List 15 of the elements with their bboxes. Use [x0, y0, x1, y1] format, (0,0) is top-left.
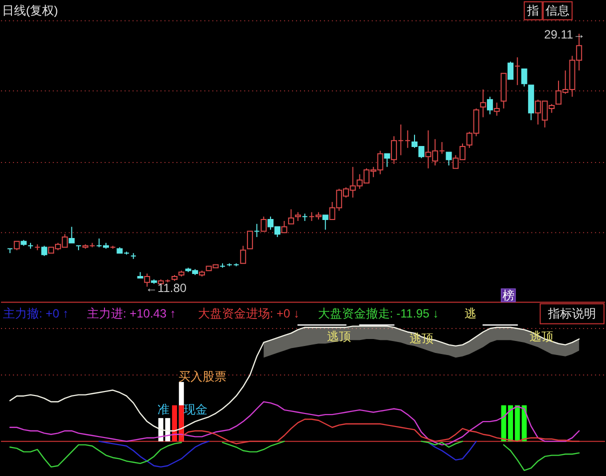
- annotation: 榜: [502, 288, 514, 302]
- text: 大盘资金撤走: -11.95 ↓: [318, 306, 439, 321]
- annotation: 29.11→: [544, 28, 586, 42]
- text: 大盘资金进场: +0 ↓: [198, 306, 300, 321]
- text: 主力撤: +0 ↑: [2, 306, 69, 321]
- annotation: 准: [157, 402, 170, 416]
- annotation: 逃顶: [326, 330, 351, 344]
- text: 逃: [464, 306, 477, 321]
- annotation: 指: [526, 4, 540, 18]
- text: 指标说明: [547, 306, 596, 321]
- annotation: 买入股票: [178, 370, 226, 384]
- chart-title: 日线(复权): [2, 4, 58, 18]
- annotation: 信息: [546, 4, 570, 18]
- text: 主力进: +10.43 ↑: [87, 306, 176, 321]
- annotation: ←11.80: [146, 280, 187, 295]
